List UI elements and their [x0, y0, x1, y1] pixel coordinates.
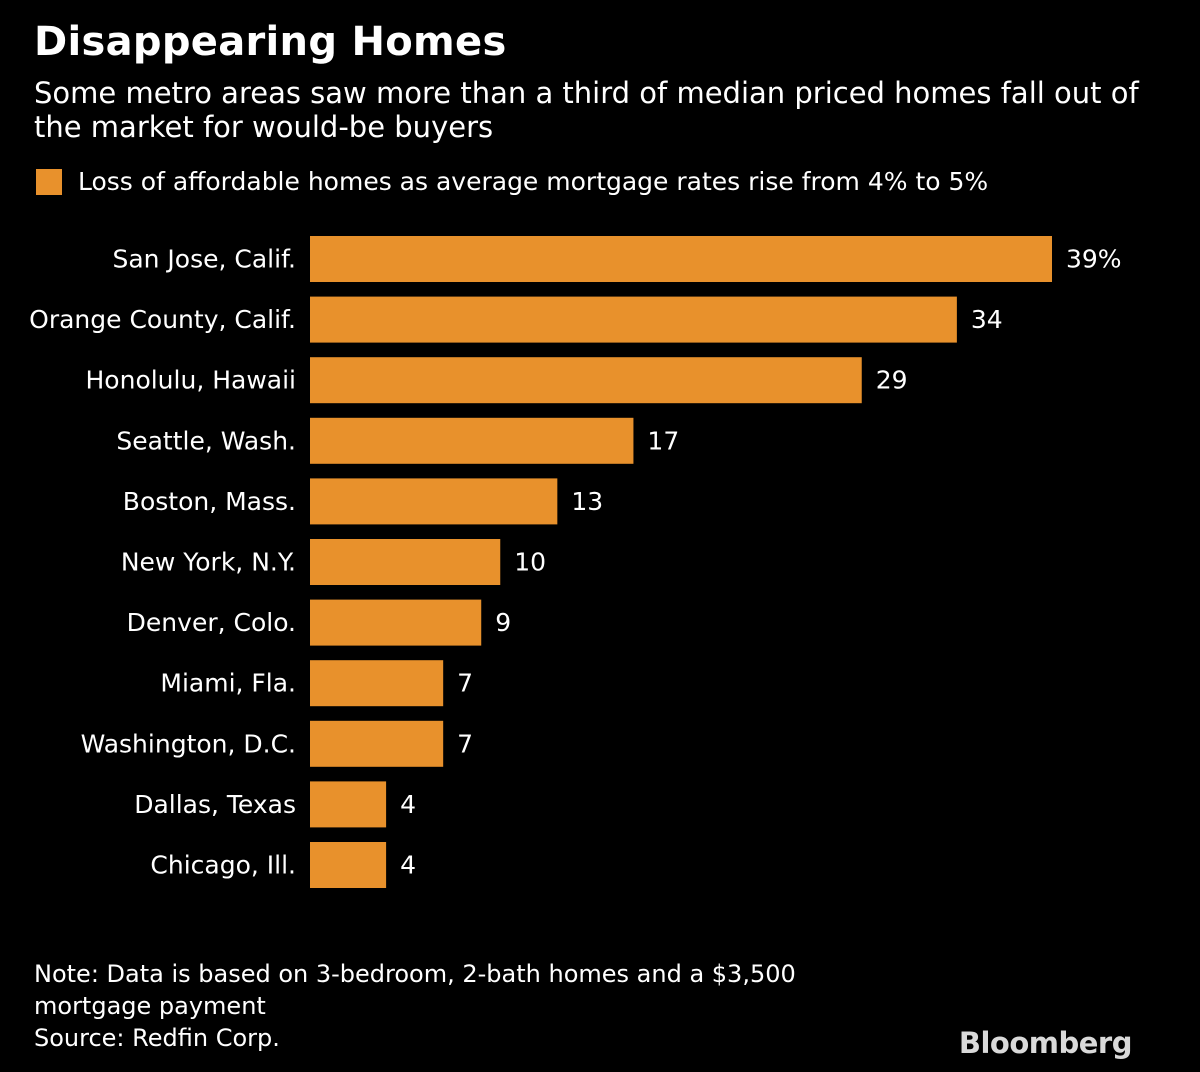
category-label: Orange County, Calif. — [29, 305, 296, 334]
source-line: Source: Redfin Corp. — [34, 1024, 280, 1052]
category-label: Chicago, Ill. — [150, 851, 296, 880]
value-label: 29 — [876, 366, 908, 395]
value-label: 13 — [571, 487, 603, 516]
bar — [310, 720, 444, 767]
category-label: Miami, Fla. — [160, 669, 296, 698]
category-label: Seattle, Wash. — [116, 426, 296, 455]
bar — [310, 478, 558, 525]
value-label: 10 — [514, 548, 546, 577]
value-label: 4 — [400, 851, 416, 880]
bar — [310, 842, 387, 888]
chart-subtitle: Some metro areas saw more than a third o… — [34, 76, 1139, 144]
note-line-2: mortgage payment — [34, 992, 266, 1020]
bar — [310, 417, 634, 464]
value-label: 7 — [457, 669, 473, 698]
value-label: 34 — [971, 305, 1003, 334]
category-label: Dallas, Texas — [134, 790, 296, 819]
category-label: Honolulu, Hawaii — [86, 366, 297, 395]
note-line-1: Note: Data is based on 3-bedroom, 2-bath… — [34, 960, 796, 988]
chart-title: Disappearing Homes — [34, 19, 507, 65]
value-label: 7 — [457, 729, 473, 758]
bar — [310, 599, 482, 646]
bar — [310, 296, 957, 343]
category-label: San Jose, Calif. — [112, 245, 296, 274]
category-label: Washington, D.C. — [81, 729, 296, 758]
value-label: 17 — [647, 426, 679, 455]
bar — [310, 357, 862, 404]
bar — [310, 539, 501, 585]
chart-legend: Loss of affordable homes as average mort… — [36, 164, 988, 200]
value-label: 39% — [1066, 245, 1122, 274]
category-label: Boston, Mass. — [123, 487, 296, 516]
bar — [310, 660, 444, 707]
value-label: 9 — [495, 608, 511, 637]
legend-swatch — [36, 169, 62, 195]
category-label: Denver, Colo. — [127, 608, 296, 637]
value-label: 4 — [400, 790, 416, 819]
bloomberg-logo: Bloomberg — [958, 1026, 1133, 1060]
bar — [310, 781, 387, 828]
chart-note: Note: Data is based on 3-bedroom, 2-bath… — [34, 958, 934, 1054]
legend-label: Loss of affordable homes as average mort… — [78, 167, 989, 196]
category-label: New York, N.Y. — [121, 548, 296, 577]
bar — [310, 236, 1052, 282]
